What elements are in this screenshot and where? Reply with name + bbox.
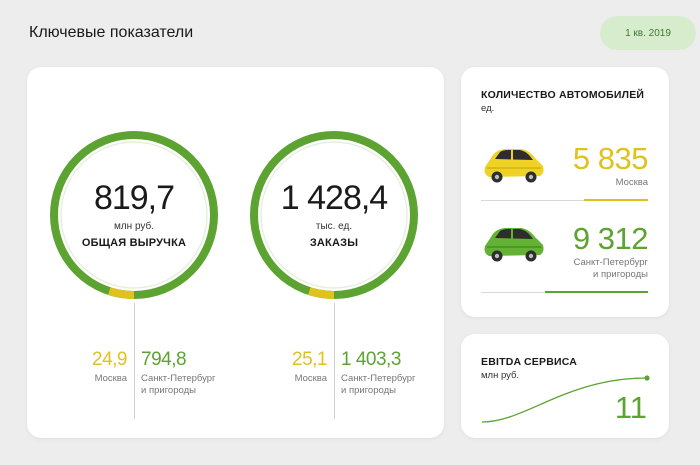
orders-spb-label-2: и пригороды xyxy=(341,385,396,397)
cars-moscow-label: Москва xyxy=(615,177,648,188)
ebitda-unit: млн руб. xyxy=(481,370,520,381)
key-metrics-card: 819,7 млн руб. ОБЩАЯ ВЫРУЧКА 24,9 Москва… xyxy=(27,67,444,438)
revenue-split-divider xyxy=(134,303,135,419)
cars-spb-track xyxy=(481,291,648,293)
yellow-car-icon xyxy=(484,149,544,183)
orders-spb-label-1: Санкт-Петербург xyxy=(341,373,416,384)
revenue-moscow-arc xyxy=(108,287,135,299)
orders-ring xyxy=(250,131,418,299)
revenue-ring xyxy=(50,131,218,299)
green-car-icon xyxy=(484,228,544,262)
revenue-moscow-value: 24,9 xyxy=(92,349,127,370)
revenue-spb-label-1: Санкт-Петербург xyxy=(141,373,216,384)
revenue-moscow: 24,9 Москва xyxy=(67,350,127,385)
ebitda-title: EBITDA СЕРВИСА xyxy=(481,356,578,368)
orders-unit: тыс. ед. xyxy=(315,221,353,232)
cars-unit: ед. xyxy=(481,103,495,114)
revenue-unit: млн руб. xyxy=(113,221,155,232)
orders-moscow-label: Москва xyxy=(294,373,327,384)
cars-moscow-track xyxy=(481,199,648,201)
revenue-spb-label-2: и пригороды xyxy=(141,385,196,397)
cars-spb-value: 9 312 xyxy=(572,221,649,256)
cars-spb-bar xyxy=(545,291,648,293)
ebitda-trend-end-point xyxy=(644,375,650,381)
orders-moscow-arc xyxy=(308,287,335,299)
revenue-spb: 794,8 Санкт-Петербург и пригороды xyxy=(141,350,216,398)
orders-moscow-value: 25,1 xyxy=(292,349,327,370)
orders-spb-value: 1 403,3 xyxy=(341,349,401,370)
orders-gauge: 1 428,4 тыс. ед. ЗАКАЗЫ xyxy=(248,129,420,301)
cars-moscow-bar xyxy=(584,199,648,201)
orders-value: 1 428,4 xyxy=(280,179,388,217)
revenue-label: ОБЩАЯ ВЫРУЧКА xyxy=(81,237,187,249)
cars-spb-label-2: и пригороды xyxy=(593,269,648,281)
revenue-moscow-label: Москва xyxy=(94,373,127,384)
ebitda-value: 11 xyxy=(614,390,647,425)
revenue-value: 819,7 xyxy=(93,179,175,217)
ebitda-trend-line xyxy=(481,375,650,423)
cars-spb-label-1: Санкт-Петербург xyxy=(573,257,648,268)
cars-moscow-value: 5 835 xyxy=(572,141,649,176)
revenue-spb-value: 794,8 xyxy=(141,349,187,370)
cars-count-card: КОЛИЧЕСТВО АВТОМОБИЛЕЙ ед. 5 835 Москва … xyxy=(461,67,669,317)
orders-moscow: 25,1 Москва xyxy=(267,350,327,385)
ebitda-card: EBITDA СЕРВИСА млн руб. 11 xyxy=(461,334,669,438)
orders-label: ЗАКАЗЫ xyxy=(309,237,359,249)
page-title: Ключевые показатели xyxy=(29,24,194,41)
cars-title: КОЛИЧЕСТВО АВТОМОБИЛЕЙ xyxy=(481,89,645,101)
period-selector[interactable]: 1 кв. 2019 xyxy=(600,16,696,50)
orders-split-divider xyxy=(334,303,335,419)
revenue-gauge: 819,7 млн руб. ОБЩАЯ ВЫРУЧКА xyxy=(48,129,220,301)
orders-spb: 1 403,3 Санкт-Петербург и пригороды xyxy=(341,350,416,398)
